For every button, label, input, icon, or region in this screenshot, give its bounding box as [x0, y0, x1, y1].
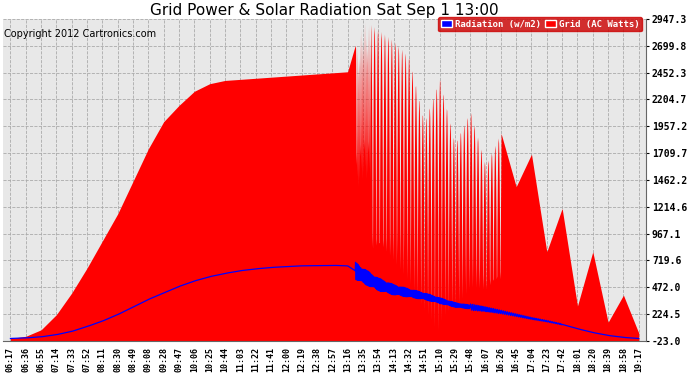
- Legend: Radiation (w/m2), Grid (AC Watts): Radiation (w/m2), Grid (AC Watts): [438, 17, 642, 32]
- Text: Copyright 2012 Cartronics.com: Copyright 2012 Cartronics.com: [4, 28, 156, 39]
- Title: Grid Power & Solar Radiation Sat Sep 1 13:00: Grid Power & Solar Radiation Sat Sep 1 1…: [150, 3, 499, 18]
